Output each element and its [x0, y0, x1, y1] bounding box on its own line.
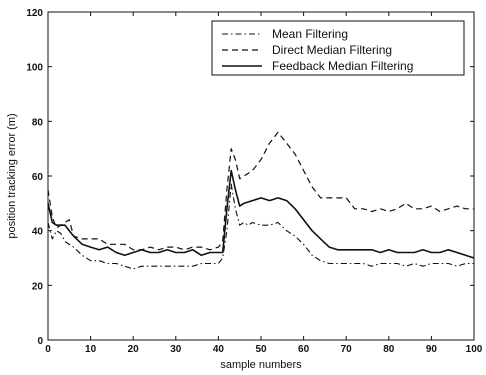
x-tick-label: 20: [128, 344, 140, 355]
series-line-1: [47, 183, 474, 270]
x-tick-label: 30: [170, 344, 182, 355]
y-tick-label: 100: [26, 63, 43, 74]
y-tick-label: 60: [32, 172, 44, 183]
x-tick-label: 50: [255, 344, 267, 355]
series-line-2: [47, 131, 474, 251]
x-tick-label: 70: [341, 344, 353, 355]
x-tick-label: 80: [383, 344, 395, 355]
y-tick-label: 0: [37, 336, 43, 347]
x-tick-label: 60: [298, 344, 310, 355]
series-line-3: [47, 169, 475, 259]
legend: Mean Filtering Direct Median Filtering Fee…: [211, 20, 465, 76]
x-tick-label: 100: [466, 344, 483, 355]
y-tick-label: 80: [32, 117, 44, 128]
x-tick-label: 10: [85, 344, 97, 355]
y-tick-label: 40: [32, 227, 44, 238]
series-group: [47, 131, 475, 270]
legend-entry-label: Feedback Median Filtering: [272, 59, 413, 73]
y-tick-label: 120: [26, 8, 43, 19]
x-tick-label: 0: [45, 344, 51, 355]
x-tick-label: 40: [213, 344, 225, 355]
legend-entry-label: Mean Filtering: [272, 27, 348, 41]
y-axis-label: position tracking error (m): [6, 113, 18, 238]
x-tick-label: 90: [426, 344, 438, 355]
tick-group: 0 10 20 30 40 50 60 70 80 90 100 0 20 40 60 80 100 120: [26, 8, 482, 355]
legend-entry-label: Direct Median Filtering: [272, 43, 392, 57]
y-tick-label: 20: [32, 281, 44, 292]
x-axis-label: sample numbers: [220, 359, 302, 371]
